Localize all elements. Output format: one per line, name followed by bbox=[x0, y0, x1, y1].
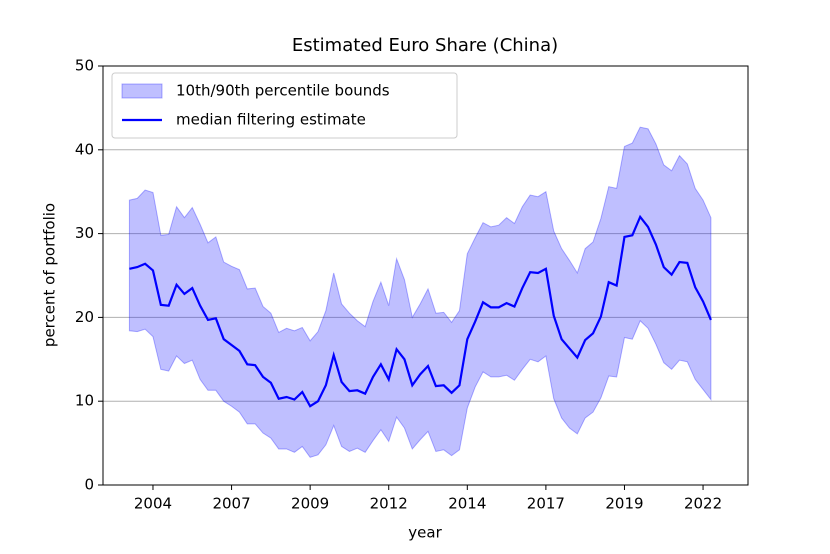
plot-frame bbox=[102, 65, 749, 486]
y-axis-label: percent of portfolio bbox=[41, 203, 59, 347]
percentile-band bbox=[128, 126, 712, 458]
legend-box bbox=[111, 72, 458, 139]
x-tick-label: 2007 bbox=[212, 495, 250, 513]
legend-label: median filtering estimate bbox=[176, 111, 366, 129]
x-tick-label: 2009 bbox=[291, 495, 329, 513]
median-line bbox=[129, 214, 712, 408]
y-tick-label: 20 bbox=[75, 308, 94, 326]
y-tick-label: 10 bbox=[75, 392, 94, 410]
y-tick-label: 30 bbox=[75, 224, 94, 242]
x-tick-label: 2019 bbox=[605, 495, 643, 513]
x-tick-label: 2004 bbox=[134, 495, 172, 513]
x-tick-label: 2017 bbox=[527, 495, 565, 513]
y-tick-label: 50 bbox=[75, 57, 94, 75]
chart-title: Estimated Euro Share (China) bbox=[292, 35, 558, 56]
legend-label: 10th/90th percentile bounds bbox=[176, 82, 390, 100]
x-tick-label: 2012 bbox=[370, 495, 408, 513]
x-tick-label: 2022 bbox=[684, 495, 722, 513]
x-tick-label: 2014 bbox=[448, 495, 486, 513]
legend-swatch bbox=[121, 83, 163, 99]
x-axis-label: year bbox=[408, 524, 442, 542]
y-tick-label: 0 bbox=[84, 476, 94, 494]
y-tick-label: 40 bbox=[75, 140, 94, 158]
